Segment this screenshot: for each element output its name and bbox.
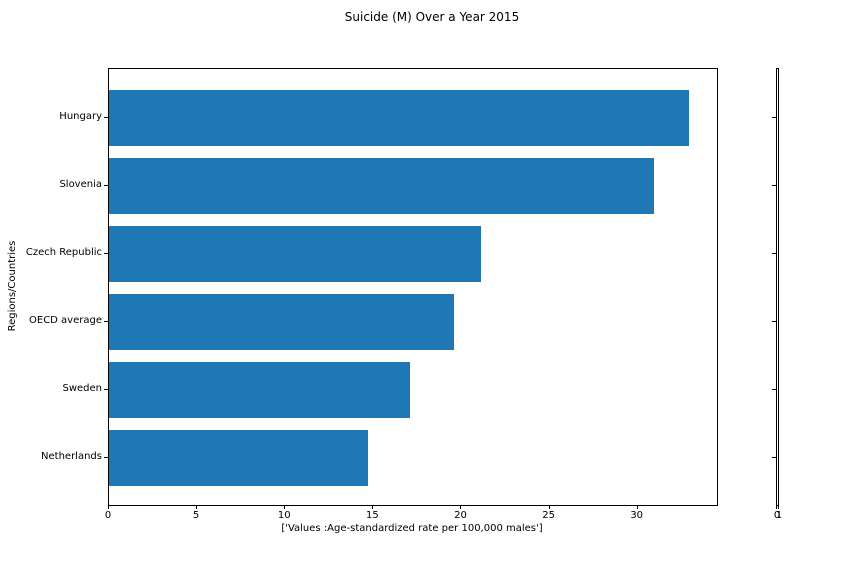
y-axis-tick [104,252,108,254]
x-axis-tick [372,505,374,509]
bar [109,361,411,418]
x-axis-tick [460,505,462,509]
secondary-y-axis-tick [772,388,776,390]
x-axis-label: ['Values :Age-standardized rate per 100,… [281,523,543,534]
x-tick-label: 25 [542,510,555,521]
secondary-x-tick-label: 0 [773,510,781,521]
y-axis-tick [104,116,108,118]
secondary-y-axis-tick [772,320,776,322]
secondary-y-axis-tick [772,184,776,186]
y-tick-label: Slovenia [59,178,102,190]
y-axis-tick [104,320,108,322]
bar [109,225,481,282]
secondary-y-axis-tick [772,252,776,254]
x-axis-tick [196,505,198,509]
main-plot-area [108,68,718,506]
secondary-x-axis-tick [776,505,777,509]
y-tick-label: Sweden [62,382,102,394]
bar [109,89,689,146]
x-tick-label: 0 [104,510,112,521]
x-tick-label: 30 [630,510,644,521]
secondary-x-tick-label: 1 [775,510,783,521]
y-tick-label: Czech Republic [25,246,102,258]
chart-title: Suicide (M) Over a Year 2015 [344,10,520,24]
y-axis-tick [104,456,108,458]
x-tick-label: 10 [277,510,291,521]
x-axis-tick [284,505,286,509]
x-tick-label: 5 [192,510,200,521]
secondary-y-axis-tick [772,116,776,118]
secondary-x-axis-tick [778,505,779,509]
y-axis-tick [104,184,108,186]
y-axis-tick [104,388,108,390]
x-axis-tick [548,505,550,509]
x-tick-label: 15 [365,510,379,521]
y-axis-label: Regions/Countries [7,240,18,332]
x-axis-tick [636,505,638,509]
bar [109,429,369,486]
bar [109,157,654,214]
y-tick-label: Hungary [59,110,102,122]
x-axis-tick [108,505,109,509]
bar [109,293,455,350]
y-tick-label: Netherlands [41,450,102,462]
y-tick-label: OECD average [29,314,102,326]
secondary-plot-area [776,68,779,506]
x-tick-label: 20 [454,510,467,521]
secondary-y-axis-tick [772,456,776,458]
